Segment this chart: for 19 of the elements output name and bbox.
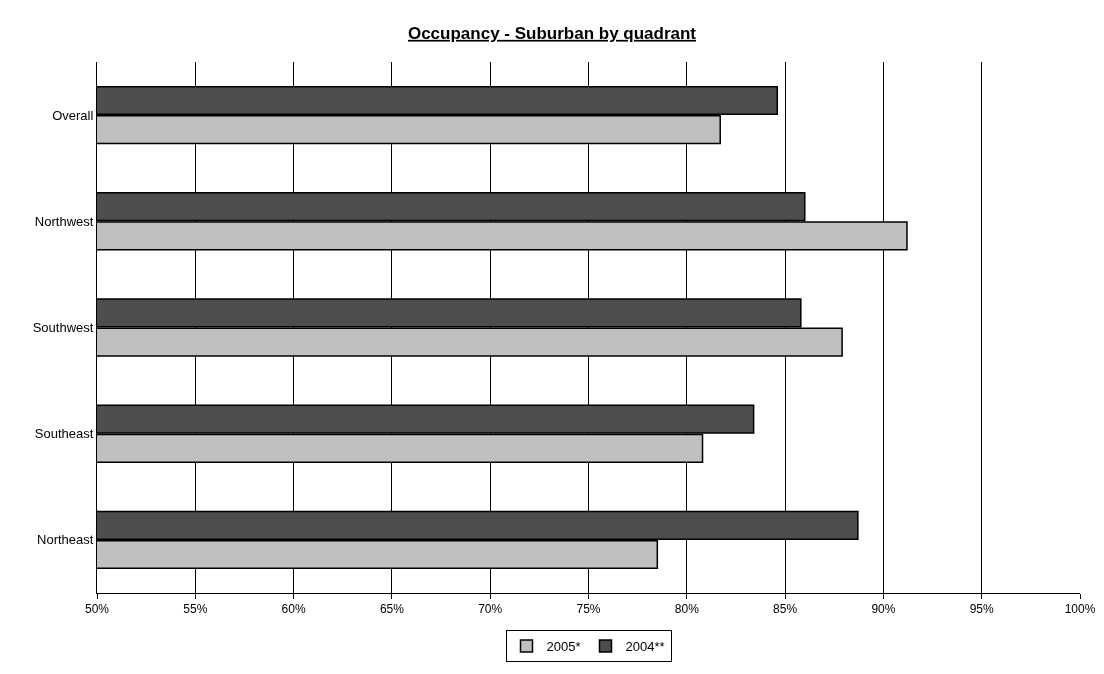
chart-title: Occupancy - Suburban by quadrant bbox=[407, 23, 697, 43]
x-tick-label: 90% bbox=[871, 602, 896, 617]
x-tick-label: 95% bbox=[969, 602, 995, 617]
y-tick-label: Southeast bbox=[34, 426, 94, 442]
x-tick-label: 50% bbox=[84, 602, 110, 617]
y-tick-label: Northwest bbox=[34, 213, 94, 229]
x-tick-label: 100% bbox=[1064, 602, 1096, 617]
legend-label: 2005* bbox=[546, 639, 581, 655]
x-tick-label: 85% bbox=[773, 602, 798, 617]
x-tick-label: 60% bbox=[281, 602, 306, 617]
x-tick-label: 55% bbox=[183, 602, 208, 617]
y-tick-label: Northeast bbox=[37, 532, 94, 548]
x-tick-label: 70% bbox=[478, 602, 503, 617]
y-tick-label: Overall bbox=[52, 107, 94, 123]
x-tick-label: 65% bbox=[379, 602, 405, 617]
x-tick-label: 80% bbox=[674, 602, 700, 617]
x-tick-label: 75% bbox=[576, 602, 601, 617]
legend-label: 2004** bbox=[625, 639, 665, 655]
y-tick-label: Southwest bbox=[32, 320, 94, 336]
